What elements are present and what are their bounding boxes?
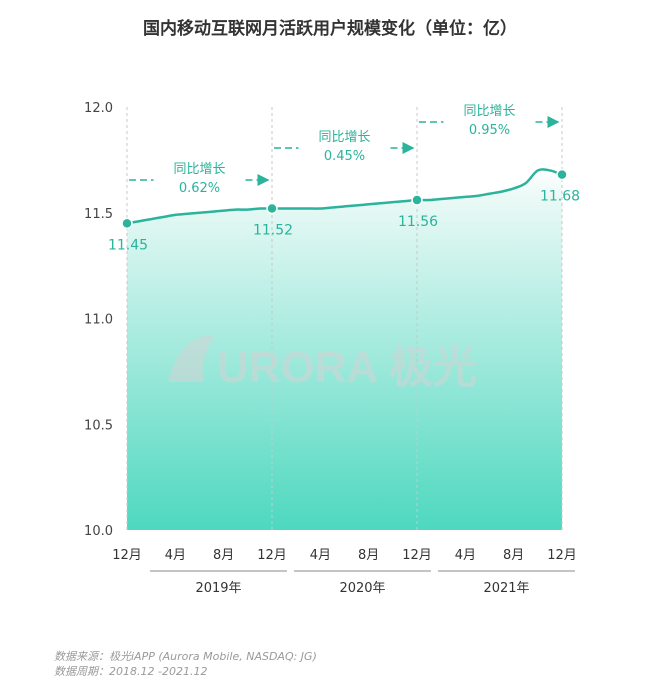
data-label: 11.56 (398, 214, 438, 230)
growth-value: 0.45% (324, 149, 365, 164)
data-label: 11.45 (108, 237, 148, 253)
y-tick-label: 10.5 (84, 418, 113, 433)
data-point (411, 194, 423, 206)
data-source-note: 数据来源：极光iAPP (Aurora Mobile, NASDAQ: JG) (54, 650, 317, 663)
year-group-label: 2020年 (339, 581, 385, 596)
y-tick-label: 12.0 (84, 101, 113, 116)
x-tick-label: 8月 (503, 548, 524, 563)
data-period-note: 数据周期：2018.12 -2021.12 (54, 665, 208, 678)
x-tick-label: 8月 (213, 548, 234, 563)
data-point (121, 217, 133, 230)
year-group-label: 2019年 (195, 581, 241, 596)
growth-value: 0.62% (179, 181, 220, 196)
x-tick-label: 12月 (257, 548, 287, 563)
data-point (556, 168, 568, 181)
data-label: 11.52 (253, 223, 293, 239)
chart-title: 国内移动互联网月活跃用户规模变化（单位：亿） (143, 19, 517, 39)
growth-label: 同比增长 (463, 104, 515, 119)
x-tick-label: 4月 (455, 548, 476, 563)
area-fill (127, 169, 562, 531)
growth-label: 同比增长 (318, 130, 370, 145)
year-group-label: 2021年 (483, 581, 529, 596)
x-tick-label: 4月 (165, 548, 186, 563)
growth-label: 同比增长 (173, 162, 225, 177)
x-tick-label: 12月 (402, 548, 432, 563)
data-label: 11.68 (540, 189, 580, 205)
x-tick-label: 4月 (310, 548, 331, 563)
x-tick-label: 12月 (112, 548, 142, 563)
watermark-text: URORA 极光 (217, 343, 477, 392)
x-tick-label: 8月 (358, 548, 379, 563)
growth-value: 0.95% (469, 123, 510, 138)
y-tick-label: 11.5 (84, 207, 113, 222)
series-line (126, 168, 563, 225)
y-tick-label: 10.0 (84, 524, 113, 539)
x-tick-label: 12月 (547, 548, 577, 563)
data-point (266, 202, 278, 215)
y-tick-label: 11.0 (84, 313, 113, 328)
aurora-logo-icon (168, 335, 214, 382)
